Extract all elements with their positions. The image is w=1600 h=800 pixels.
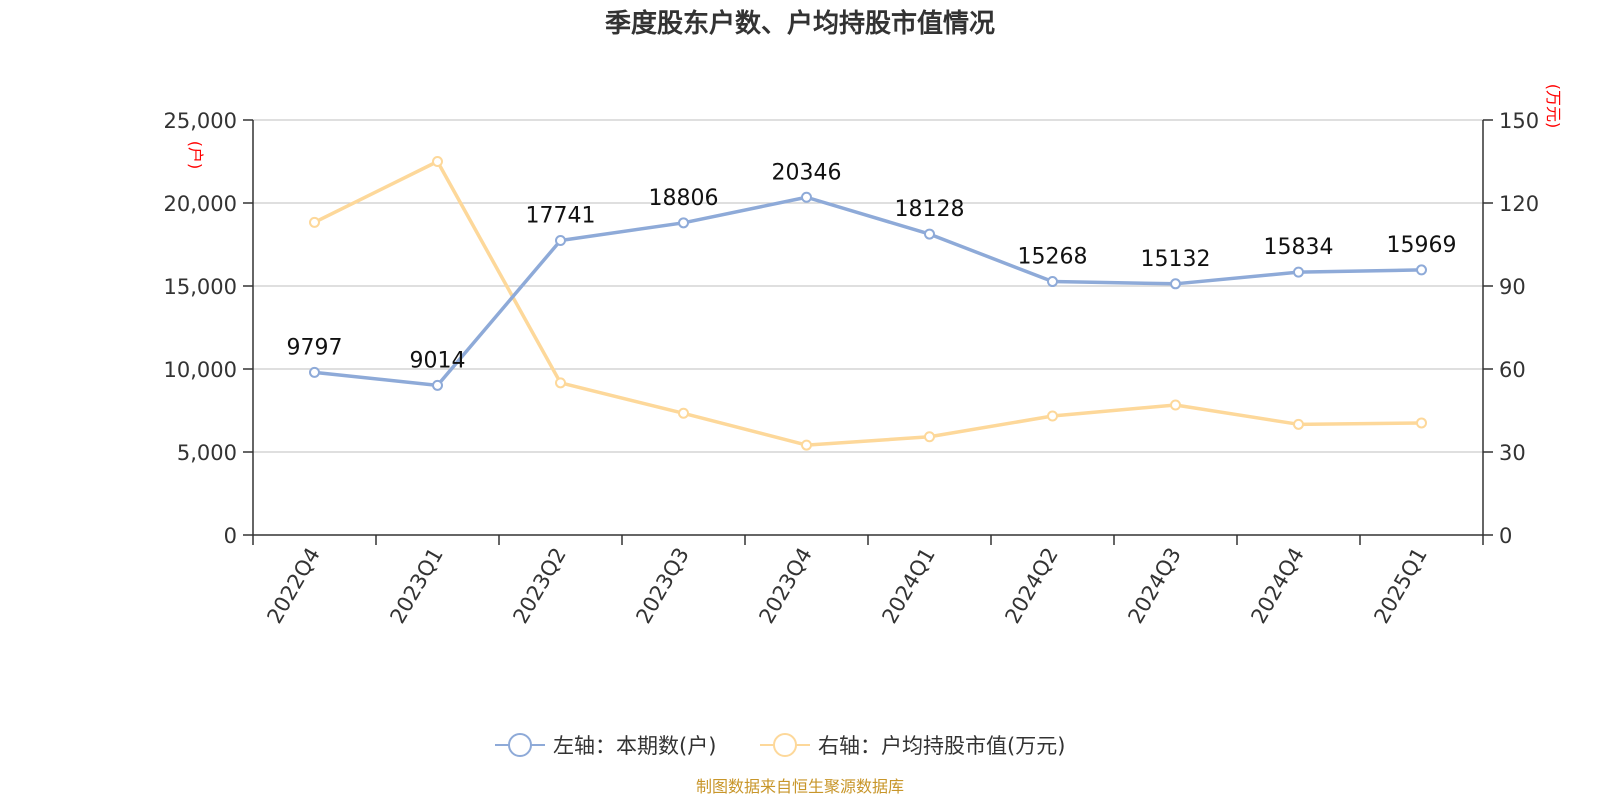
series-line-left [314,195,1422,388]
x-axis-label: 2025Q1 [1369,544,1431,628]
data-point-left[interactable] [678,217,689,229]
data-labels: 9797 9014 17741 18806 20346 18128 15268 15132 15… [287,160,1457,373]
data-point-right[interactable] [1170,399,1181,411]
data-point-left[interactable] [309,366,320,378]
right-axis-tick-label: 60 [1499,358,1526,382]
source-note: 制图数据来自恒生聚源数据库 [696,777,904,796]
x-axis-label: 2023Q4 [754,544,816,628]
data-point-left[interactable] [1047,276,1058,288]
series-layer [309,156,1427,451]
right-axis-tick-label: 30 [1499,441,1526,465]
data-point-right[interactable] [555,377,566,389]
x-axis-label: 2024Q3 [1123,544,1185,628]
x-axis-label: 2023Q1 [385,544,447,628]
data-point-left[interactable] [555,234,566,246]
left-axis-unit: (户) [186,141,205,170]
legend-label: 左轴：本期数(户) [553,734,716,758]
series-line-right [313,159,1422,447]
data-label: 9014 [410,348,466,373]
data-point-left[interactable] [1416,264,1427,276]
right-axis-tick-label: 0 [1499,524,1512,548]
data-point-right[interactable] [1293,418,1304,430]
data-label: 18806 [649,186,719,211]
legend-label: 右轴：户均持股市值(万元) [818,734,1065,758]
data-point-right[interactable] [678,407,689,419]
data-point-left[interactable] [924,228,935,240]
left-axis-tick-label: 5,000 [177,441,237,465]
data-label: 15969 [1387,233,1457,258]
data-point-left[interactable] [1170,278,1181,290]
legend[interactable]: 左轴：本期数(户) 右轴：户均持股市值(万元) [495,733,1065,758]
x-axis-label: 2023Q3 [631,544,693,628]
right-axis-tick-label: 120 [1499,192,1539,216]
data-point-right[interactable] [1047,410,1058,422]
data-label: 18128 [895,197,965,222]
data-label: 17741 [526,203,596,228]
data-point-left[interactable] [801,191,812,203]
right-axis-unit: (万元) [1544,84,1563,129]
data-label: 20346 [772,160,842,185]
left-axis-tick-label: 0 [224,524,237,548]
x-axis-label: 2024Q1 [877,544,939,628]
right-axis-tick-label: 150 [1499,109,1539,133]
left-axis-tick-label: 20,000 [164,192,237,216]
data-point-right[interactable] [1416,417,1427,429]
data-point-right[interactable] [432,156,443,167]
legend-item-right[interactable]: 右轴：户均持股市值(万元) [760,733,1065,758]
x-axis-label: 2022Q4 [262,544,324,628]
data-label: 9797 [287,335,343,360]
left-axis-tick-label: 15,000 [164,275,237,299]
data-point-left[interactable] [1293,266,1304,278]
axes: 0 5,000 10,000 15,000 20,000 25,000 0 30 60 90 120… [164,109,1540,628]
data-label: 15268 [1018,245,1088,270]
right-axis-tick-label: 90 [1499,275,1526,299]
legend-marker [773,733,797,757]
gridlines [253,119,1483,453]
data-label: 15834 [1264,235,1334,260]
x-axis-label: 2024Q4 [1246,544,1308,628]
data-point-right[interactable] [309,216,320,228]
left-axis-tick-label: 10,000 [164,358,237,382]
data-point-right[interactable] [801,439,812,451]
data-point-right[interactable] [924,431,935,443]
chart-title: 季度股东户数、户均持股市值情况 [605,8,995,39]
legend-marker [508,733,532,757]
x-axis-label: 2024Q2 [1000,544,1062,628]
x-axis-label: 2023Q2 [508,544,570,628]
data-point-left[interactable] [432,379,443,391]
left-axis-tick-label: 25,000 [164,109,237,133]
data-label: 15132 [1141,247,1211,272]
legend-item-left[interactable]: 左轴：本期数(户) [495,733,716,758]
